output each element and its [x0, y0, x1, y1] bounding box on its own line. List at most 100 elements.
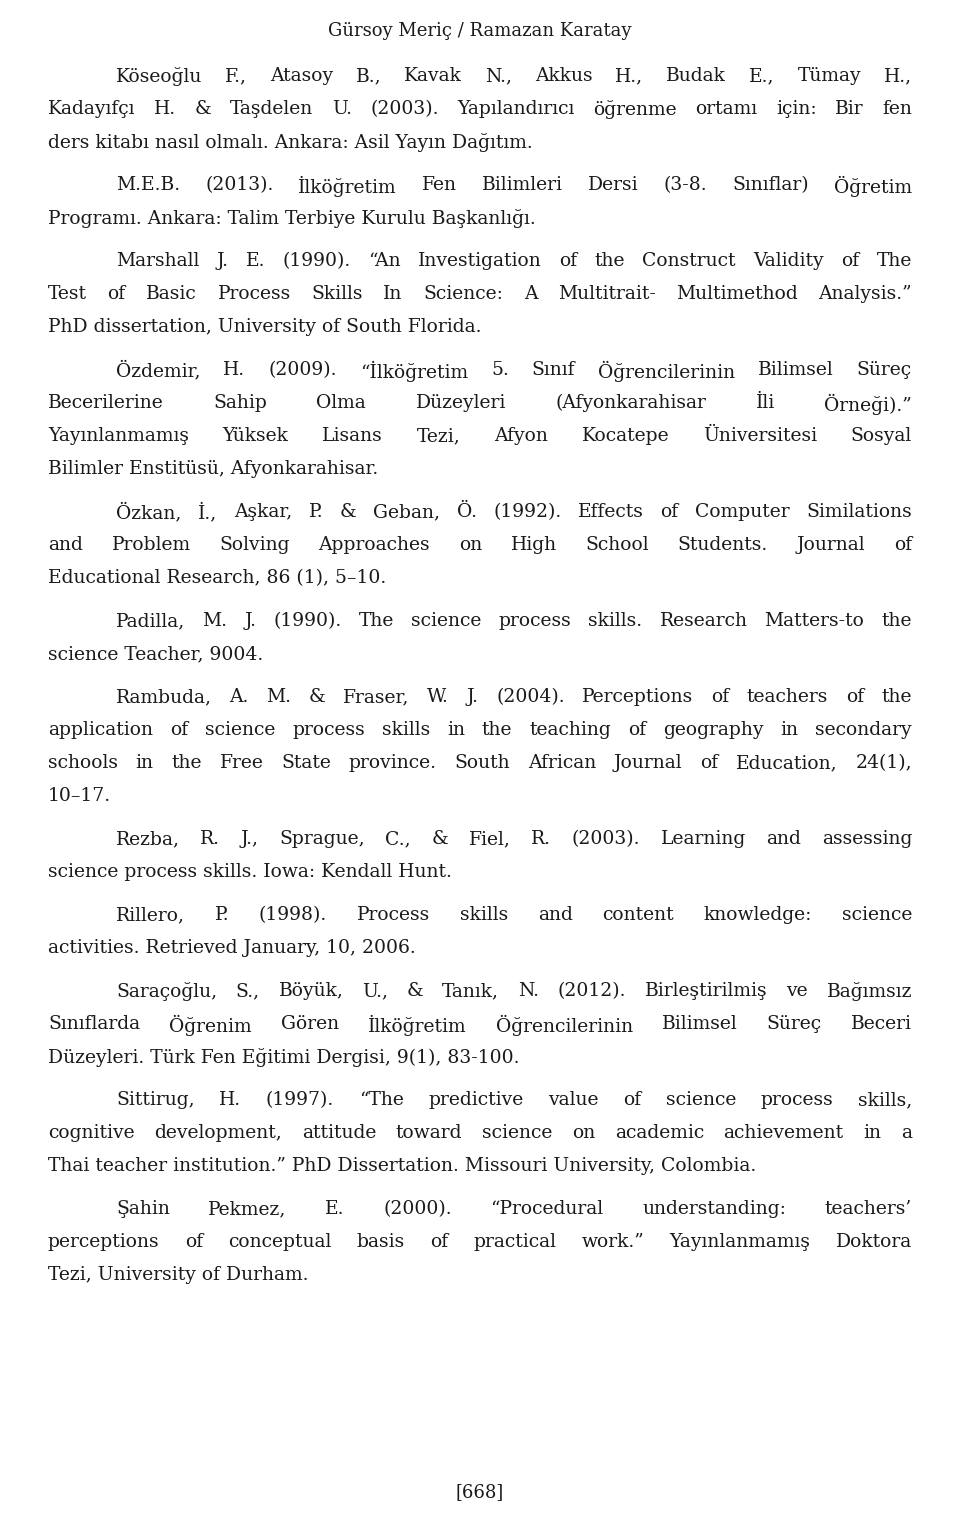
Text: conceptual: conceptual	[228, 1234, 331, 1250]
Text: Bağımsız: Bağımsız	[827, 982, 912, 1001]
Text: the: the	[594, 251, 625, 270]
Text: Basic: Basic	[146, 285, 197, 303]
Text: Tezi,: Tezi,	[417, 426, 461, 445]
Text: Programı. Ankara: Talim Terbiye Kurulu Başkanlığı.: Programı. Ankara: Talim Terbiye Kurulu B…	[48, 209, 536, 228]
Text: P.: P.	[308, 503, 324, 521]
Text: Lisans: Lisans	[323, 426, 383, 445]
Text: a: a	[901, 1124, 912, 1142]
Text: skills: skills	[382, 720, 430, 739]
Text: understanding:: understanding:	[642, 1200, 786, 1218]
Text: Construct: Construct	[642, 251, 736, 270]
Text: development,: development,	[155, 1124, 282, 1142]
Text: Rezba,: Rezba,	[116, 830, 180, 848]
Text: science Teacher, 9004.: science Teacher, 9004.	[48, 646, 263, 663]
Text: State: State	[281, 754, 331, 772]
Text: ortamı: ortamı	[695, 101, 757, 117]
Text: Becerilerine: Becerilerine	[48, 394, 164, 413]
Text: the: the	[172, 754, 202, 772]
Text: teaching: teaching	[529, 720, 612, 739]
Text: basis: basis	[357, 1234, 405, 1250]
Text: Learning: Learning	[660, 830, 746, 848]
Text: [668]: [668]	[456, 1483, 504, 1502]
Text: Öğrencilerinin: Öğrencilerinin	[598, 361, 735, 382]
Text: of: of	[560, 251, 577, 270]
Text: E.: E.	[246, 251, 266, 270]
Text: toward: toward	[396, 1124, 462, 1142]
Text: (2012).: (2012).	[558, 982, 626, 1001]
Text: and: and	[48, 536, 83, 554]
Text: The: The	[359, 612, 394, 631]
Text: Approaches: Approaches	[319, 536, 430, 554]
Text: &: &	[432, 830, 448, 848]
Text: F.,: F.,	[226, 67, 248, 85]
Text: Padilla,: Padilla,	[116, 612, 185, 631]
Text: İlköğretim: İlköğretim	[299, 177, 397, 196]
Text: in: in	[447, 720, 465, 739]
Text: “The: “The	[359, 1090, 403, 1109]
Text: secondary: secondary	[815, 720, 912, 739]
Text: Fen: Fen	[422, 177, 457, 193]
Text: Tezi, University of Durham.: Tezi, University of Durham.	[48, 1266, 308, 1284]
Text: Olma: Olma	[317, 394, 366, 413]
Text: Doktora: Doktora	[836, 1234, 912, 1250]
Text: Taşdelen: Taşdelen	[229, 101, 313, 117]
Text: B.,: B.,	[356, 67, 382, 85]
Text: Fiel,: Fiel,	[468, 830, 511, 848]
Text: Process: Process	[218, 285, 291, 303]
Text: skills: skills	[460, 906, 508, 924]
Text: J.: J.	[245, 612, 256, 631]
Text: J.: J.	[467, 688, 479, 707]
Text: U.: U.	[331, 101, 351, 117]
Text: of: of	[894, 536, 912, 554]
Text: İlköğretim: İlköğretim	[368, 1014, 467, 1036]
Text: (1997).: (1997).	[266, 1090, 334, 1109]
Text: N.,: N.,	[485, 67, 512, 85]
Text: of: of	[846, 688, 864, 707]
Text: M.: M.	[203, 612, 228, 631]
Text: Investigation: Investigation	[419, 251, 542, 270]
Text: Multimethod: Multimethod	[676, 285, 798, 303]
Text: “An: “An	[369, 251, 401, 270]
Text: H.,: H.,	[615, 67, 643, 85]
Text: J.: J.	[217, 251, 228, 270]
Text: R.: R.	[201, 830, 221, 848]
Text: science: science	[411, 612, 482, 631]
Text: of: of	[841, 251, 859, 270]
Text: Bilimleri: Bilimleri	[482, 177, 564, 193]
Text: (Afyonkarahisar: (Afyonkarahisar	[555, 394, 707, 413]
Text: Sınıflarda: Sınıflarda	[48, 1014, 140, 1033]
Text: Process: Process	[357, 906, 430, 924]
Text: Tanık,: Tanık,	[443, 982, 499, 1001]
Text: of: of	[623, 1090, 641, 1109]
Text: W.: W.	[427, 688, 449, 707]
Text: on: on	[572, 1124, 595, 1142]
Text: Pekmez,: Pekmez,	[208, 1200, 287, 1218]
Text: S.,: S.,	[236, 982, 260, 1001]
Text: ders kitabı nasıl olmalı. Ankara: Asil Yayın Dağıtım.: ders kitabı nasıl olmalı. Ankara: Asil Y…	[48, 133, 533, 152]
Text: (2009).: (2009).	[269, 361, 337, 379]
Text: P.: P.	[215, 906, 229, 924]
Text: process: process	[498, 612, 571, 631]
Text: South: South	[454, 754, 510, 772]
Text: Atasoy: Atasoy	[270, 67, 333, 85]
Text: U.,: U.,	[362, 982, 388, 1001]
Text: H.,: H.,	[884, 67, 912, 85]
Text: attitude: attitude	[301, 1124, 376, 1142]
Text: Gören: Gören	[281, 1014, 339, 1033]
Text: of: of	[170, 720, 188, 739]
Text: of: of	[700, 754, 718, 772]
Text: of: of	[185, 1234, 203, 1250]
Text: E.: E.	[325, 1200, 345, 1218]
Text: Üniversitesi: Üniversitesi	[703, 426, 817, 445]
Text: (2013).: (2013).	[205, 177, 274, 193]
Text: geography: geography	[663, 720, 763, 739]
Text: Bir: Bir	[835, 101, 864, 117]
Text: H.: H.	[154, 101, 176, 117]
Text: of: of	[108, 285, 126, 303]
Text: Matters-to: Matters-to	[764, 612, 864, 631]
Text: Kocatepe: Kocatepe	[582, 426, 669, 445]
Text: academic: academic	[614, 1124, 704, 1142]
Text: In: In	[383, 285, 402, 303]
Text: province.: province.	[348, 754, 437, 772]
Text: Özkan,: Özkan,	[116, 503, 181, 522]
